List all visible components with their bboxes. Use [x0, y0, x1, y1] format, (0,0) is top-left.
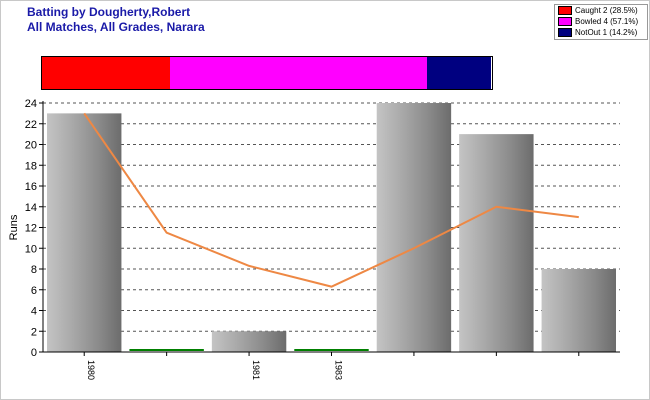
y-tick-label: 8 — [31, 264, 37, 276]
bar — [376, 103, 452, 352]
dist-segment-caught — [42, 57, 171, 89]
legend-item-bowled: Bowled 4 (57.1%) — [558, 17, 638, 27]
y-tick-label: 22 — [25, 119, 37, 131]
chart-subtitle: All Matches, All Grades, Narara — [27, 20, 205, 34]
legend-swatch-caught — [558, 6, 572, 16]
legend-item-notout: NotOut 1 (14.2%) — [558, 28, 637, 38]
y-tick-label: 24 — [25, 98, 37, 110]
dist-segment-notout — [427, 57, 492, 89]
trend-line — [83, 112, 579, 288]
chart-title: Batting by Dougherty,Robert — [27, 5, 191, 19]
y-axis-label: Runs — [8, 214, 20, 240]
y-tick-label: 14 — [25, 202, 37, 214]
x-tick-label: 1983 — [334, 360, 344, 380]
legend-item-caught: Caught 2 (28.5%) — [558, 6, 638, 16]
legend: Caught 2 (28.5%) Bowled 4 (57.1%) NotOut… — [554, 4, 648, 40]
y-tick-label: 16 — [25, 181, 37, 193]
y-tick-label: 18 — [25, 160, 37, 172]
x-tick-label: 1980 — [86, 360, 96, 380]
y-tick-label: 4 — [31, 306, 37, 318]
legend-swatch-bowled — [558, 17, 572, 27]
x-tick-label: 1981 — [251, 360, 261, 380]
legend-swatch-notout — [558, 28, 572, 38]
y-tick-label: 0 — [31, 347, 37, 359]
bar — [541, 269, 616, 352]
dist-segment-bowled — [170, 57, 428, 89]
dismissal-distribution-bar — [41, 56, 493, 90]
bar — [459, 134, 534, 352]
y-tick-label: 6 — [31, 285, 37, 297]
legend-label-bowled: Bowled 4 (57.1%) — [575, 17, 639, 26]
y-tick-label: 20 — [25, 140, 37, 152]
bar — [211, 331, 287, 352]
legend-label-notout: NotOut 1 (14.2%) — [575, 28, 638, 37]
bar — [47, 113, 122, 352]
legend-label-caught: Caught 2 (28.5%) — [575, 6, 638, 15]
y-tick-label: 12 — [25, 223, 37, 235]
y-tick-label: 10 — [25, 243, 37, 255]
y-tick-label: 2 — [31, 326, 37, 338]
